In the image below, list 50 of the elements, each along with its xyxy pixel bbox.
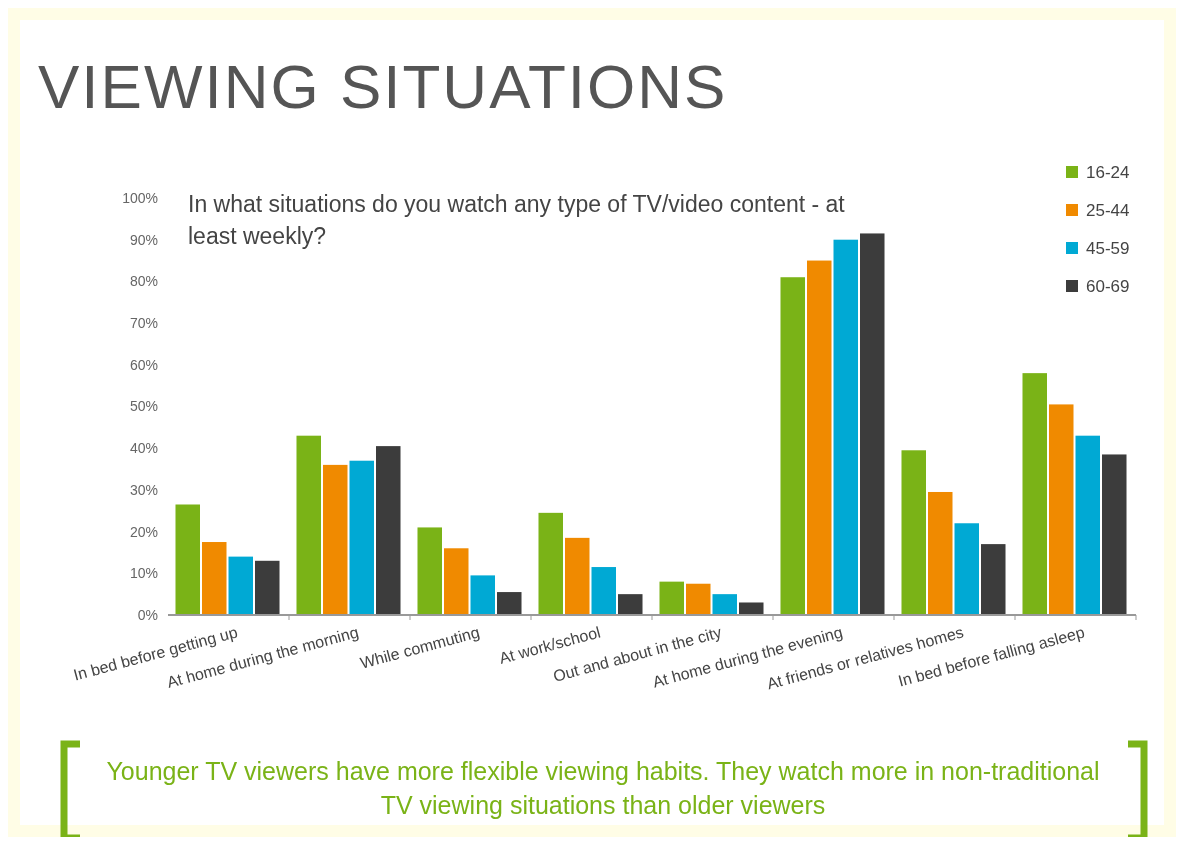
text: Younger TV viewers have more flexible viewing habits. They watch more in non-traditional TV viewing situations than older viewers <box>105 756 1101 821</box>
y-tick-label: 0% <box>137 606 158 623</box>
legend-label: 16-24 <box>1086 162 1130 182</box>
bar <box>376 446 401 615</box>
bar <box>1022 373 1047 615</box>
y-tick-label: 20% <box>129 523 158 540</box>
y-tick-label: 80% <box>129 273 158 290</box>
bar <box>659 581 684 615</box>
bar <box>807 260 832 615</box>
bar <box>901 450 926 615</box>
bar <box>202 542 227 615</box>
y-tick-label: 10% <box>129 565 158 582</box>
bar <box>565 537 590 615</box>
bar <box>1075 435 1100 615</box>
bar <box>1049 404 1074 615</box>
y-tick-label: 50% <box>129 398 158 415</box>
y-tick-label: 30% <box>129 481 158 498</box>
bar <box>349 460 374 615</box>
legend-label: 60-69 <box>1086 276 1130 296</box>
bar <box>618 594 643 615</box>
chart-subtitle: In what situations do you watch any type of TV/video content - at least weekly? <box>188 190 846 251</box>
bar <box>417 527 442 615</box>
bar <box>323 464 348 615</box>
bar <box>255 560 280 615</box>
bar <box>497 592 522 615</box>
bar <box>175 504 200 615</box>
legend-label: 25-44 <box>1086 200 1130 220</box>
bar <box>780 277 805 615</box>
bar <box>470 575 495 615</box>
y-tick-label: 70% <box>129 315 158 331</box>
bar <box>686 583 711 615</box>
bar <box>739 602 764 615</box>
bar <box>591 567 616 615</box>
bar <box>228 556 253 615</box>
bar <box>712 594 737 615</box>
bar <box>1102 454 1127 615</box>
bar <box>954 523 979 615</box>
bar <box>981 544 1006 615</box>
bar <box>444 548 469 615</box>
bar <box>833 239 858 615</box>
bar <box>296 435 321 615</box>
legend-label: 45-59 <box>1086 238 1130 258</box>
chart-title: VIEWING SITUATIONS <box>38 52 728 121</box>
y-tick-label: 60% <box>129 356 158 373</box>
bar <box>538 512 563 615</box>
bar <box>860 233 885 615</box>
y-tick-label: 40% <box>129 440 158 457</box>
bar <box>928 491 953 615</box>
y-tick-label: 100% <box>122 189 158 206</box>
y-tick-label: 90% <box>129 231 158 248</box>
